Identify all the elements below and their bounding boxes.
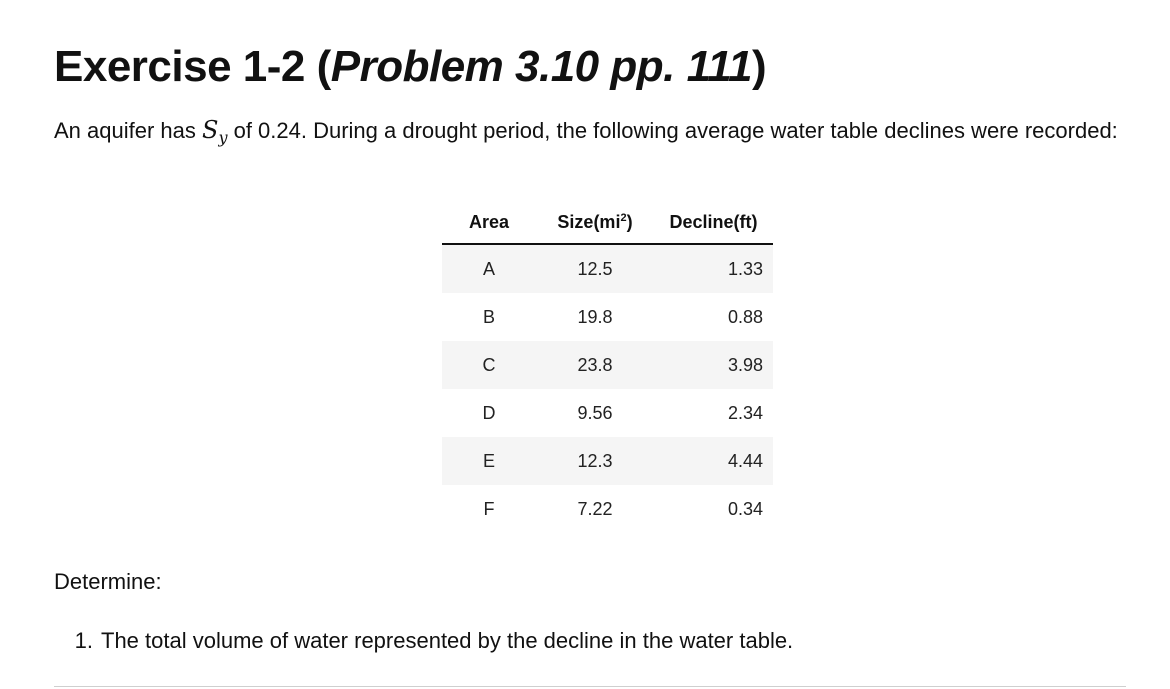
intro-paragraph: An aquifer has Sy of 0.24. During a drou… bbox=[54, 114, 1126, 154]
title-problem-ref: Problem 3.10 pp. 111 bbox=[330, 42, 753, 91]
table-row: B 19.8 0.88 bbox=[442, 293, 773, 341]
cell-area: D bbox=[482, 402, 496, 423]
header-decline: Decline(ft) bbox=[654, 204, 773, 245]
cell-decline: 0.34 bbox=[727, 498, 763, 519]
cell-decline: 0.88 bbox=[727, 306, 763, 327]
list-item: 1. The total volume of water represented … bbox=[54, 626, 794, 656]
cell-size: 12.5 bbox=[536, 244, 654, 293]
table-row: C 23.8 3.98 bbox=[442, 341, 773, 389]
cell-decline: 2.34 bbox=[727, 402, 763, 423]
header-size: Size(mi2) bbox=[536, 204, 654, 245]
table-row: F 7.22 0.34 bbox=[442, 485, 773, 533]
table-row: A 12.5 1.33 bbox=[442, 244, 773, 293]
cell-area: C bbox=[442, 341, 536, 389]
cell-decline: 4.44 bbox=[654, 437, 773, 485]
table-row: D 9.56 2.34 bbox=[442, 389, 773, 437]
cell-size: 9.56 bbox=[577, 402, 613, 423]
intro-text-after: of 0.24. During a drought period, the fo… bbox=[227, 118, 1118, 143]
list-item-text: The total volume of water represented by… bbox=[101, 628, 794, 653]
determine-label: Determine: bbox=[54, 569, 162, 594]
cell-decline: 3.98 bbox=[654, 341, 773, 389]
title-suffix: ) bbox=[751, 42, 767, 91]
cell-area: A bbox=[442, 244, 536, 293]
specific-yield-symbol: Sy bbox=[201, 116, 228, 147]
header-size-prefix: Size(mi bbox=[557, 212, 621, 232]
cell-area: F bbox=[483, 498, 495, 519]
cell-area: E bbox=[442, 437, 536, 485]
cell-size: 12.3 bbox=[536, 437, 654, 485]
symbol-base: S bbox=[201, 116, 219, 144]
page-title: Exercise 1-2 (Problem 3.10 pp. 111) bbox=[54, 40, 767, 94]
header-size-suffix: ) bbox=[626, 212, 633, 232]
symbol-subscript: y bbox=[218, 128, 228, 147]
cell-decline: 1.33 bbox=[654, 244, 773, 293]
document-page: Exercise 1-2 (Problem 3.10 pp. 111) An a… bbox=[54, 0, 1126, 689]
header-size-sup: 2 bbox=[620, 212, 627, 224]
intro-text-before: An aquifer has bbox=[54, 118, 202, 143]
header-area: Area bbox=[442, 204, 536, 245]
divider bbox=[54, 686, 1126, 687]
task-list: 1. The total volume of water represented … bbox=[54, 626, 794, 656]
table-row: E 12.3 4.44 bbox=[442, 437, 773, 485]
cell-size: 19.8 bbox=[577, 306, 613, 327]
list-item-number: 1. bbox=[74, 628, 93, 653]
cell-size: 23.8 bbox=[536, 341, 654, 389]
decline-table: Area Size(mi2) Decline(ft) A 12.5 1.33 B… bbox=[442, 204, 773, 533]
cell-area: B bbox=[482, 306, 495, 327]
title-prefix: Exercise 1-2 ( bbox=[54, 42, 331, 91]
table-header-row: Area Size(mi2) Decline(ft) bbox=[442, 204, 773, 245]
cell-size: 7.22 bbox=[577, 498, 613, 519]
